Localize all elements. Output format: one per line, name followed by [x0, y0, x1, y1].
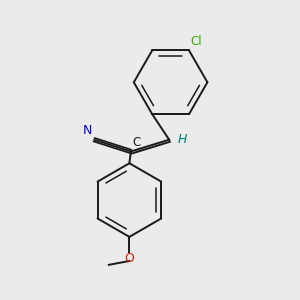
Text: C: C [132, 136, 141, 149]
Text: O: O [124, 253, 134, 266]
Text: Cl: Cl [190, 35, 202, 48]
Text: N: N [82, 124, 92, 137]
Text: H: H [177, 133, 187, 146]
